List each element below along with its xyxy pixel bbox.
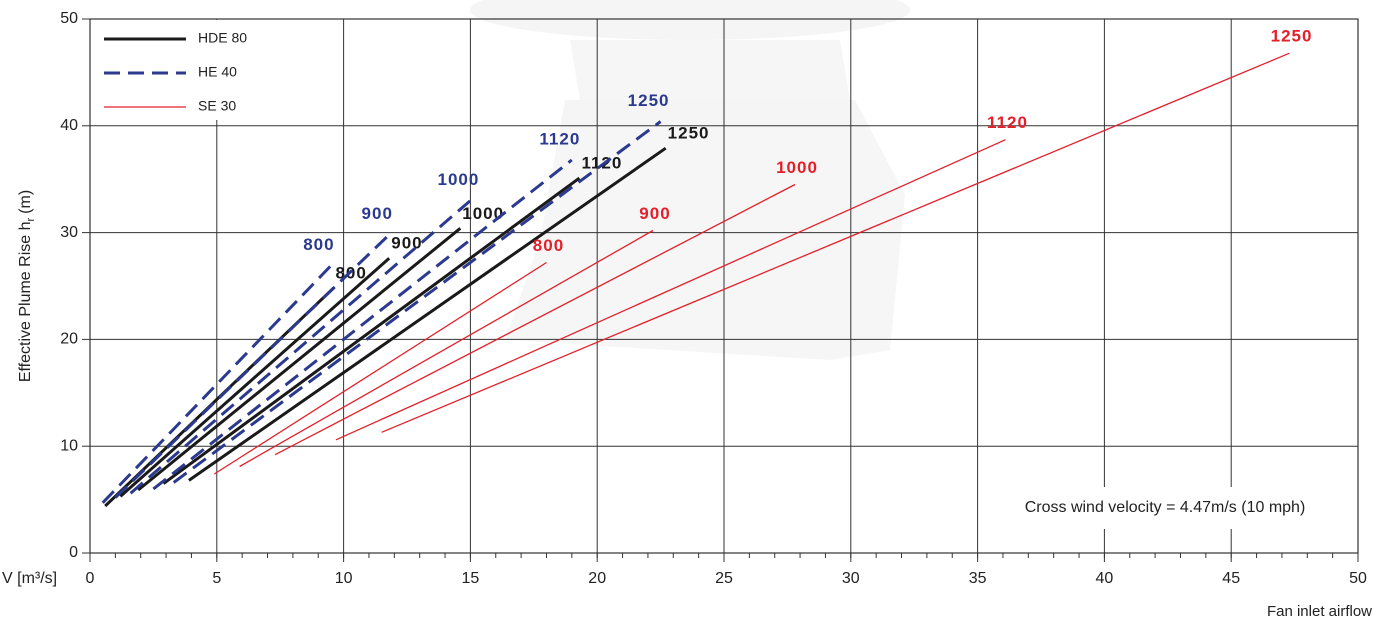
legend-label: HE 40 [198,64,237,80]
line-label: 1250 [668,124,710,143]
line-label: 1000 [776,158,818,177]
x-tick-label: 50 [1349,570,1367,587]
annotation-box [983,487,1348,529]
x-tick-label: 25 [715,570,733,587]
y-tick-label: 10 [60,437,78,454]
x-axis-label-left: V [m³/s] [2,570,57,587]
legend-box [91,20,269,120]
line-label: 1250 [1271,27,1313,46]
y-tick-label: 0 [69,544,78,561]
plume-line [188,146,667,482]
x-tick-label: 30 [842,570,860,587]
annotation: Cross wind velocity = 4.47m/s (10 mph) [1025,499,1306,516]
x-tick-label: 10 [335,570,353,587]
x-tick-label: 5 [212,570,221,587]
x-tick-label: 40 [1096,570,1114,587]
legend-label: HDE 80 [198,30,247,46]
line-label: 1120 [581,154,622,173]
x-tick-label: 35 [969,570,987,587]
plume-line [152,158,573,491]
y-tick-label: 20 [60,331,78,348]
plume-line [137,227,462,492]
plume-line [119,257,391,498]
y-axis-label-unit: (m) [17,190,34,214]
line-label: 900 [639,204,670,223]
plume-line [101,264,332,504]
plume-line [274,183,796,456]
line-label: 800 [303,235,334,254]
plot-frame [89,18,1359,554]
legend-label: SE 30 [198,98,236,114]
plume-line [162,176,581,485]
line-label: 900 [362,204,393,223]
plume-line [335,139,1006,441]
line-label: 1250 [628,91,670,110]
x-tick-label: 15 [462,570,480,587]
line-label: 1000 [437,170,479,189]
x-tick-label: 45 [1222,570,1240,587]
x-axis-label: Fan inlet airflow [1267,603,1372,620]
x-tick-label: 20 [588,570,606,587]
plume-line [381,52,1290,433]
y-tick-label: 40 [60,117,78,134]
plume-line [239,229,654,468]
background-fan [470,0,910,360]
y-axis-label: Effective Plume Rise hr (m) [17,190,37,382]
plume-line [172,120,662,484]
y-axis-label-sub: r [25,217,37,221]
y-tick-label: 50 [60,10,78,27]
line-label: 800 [533,236,564,255]
plume-line [129,199,472,495]
line-label: 1000 [462,204,504,223]
line-label: 1120 [539,129,580,148]
plume-line [213,261,547,475]
line-label: 900 [391,234,422,253]
x-tick-label: 0 [86,570,95,587]
y-axis-label-main: Effective Plume Rise h [17,221,34,382]
legend: HDE 80 HE 40 SE 30 [91,20,269,120]
plume-line [114,233,391,499]
y-tick-label: 30 [60,224,78,241]
line-label: 1120 [987,113,1028,132]
